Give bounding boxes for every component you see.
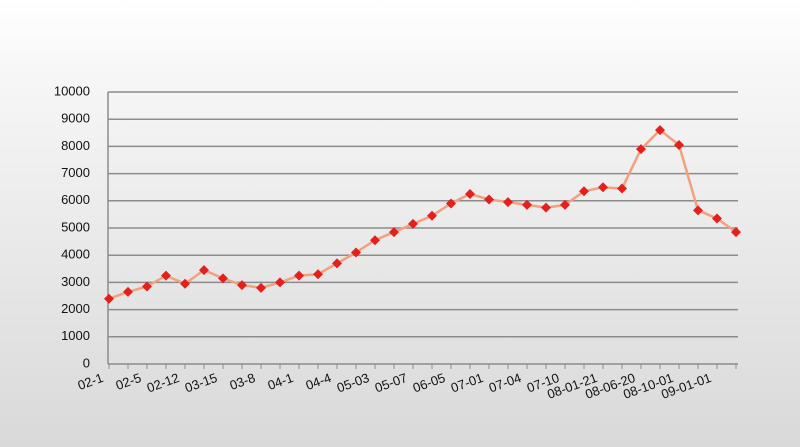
marker [693, 205, 703, 216]
y-tick-label: 10000 [54, 83, 90, 98]
marker [332, 258, 342, 269]
marker [446, 198, 456, 209]
y-tick-label: 4000 [61, 247, 90, 262]
marker [712, 213, 722, 224]
marker [731, 227, 741, 238]
marker [370, 235, 380, 246]
marker [560, 199, 570, 210]
marker [674, 140, 684, 151]
y-tick-label: 1000 [61, 328, 90, 343]
y-tick-label: 0 [83, 355, 90, 370]
marker [256, 282, 266, 293]
marker [142, 281, 152, 292]
y-tick-label: 3000 [61, 274, 90, 289]
marker [427, 210, 437, 221]
marker [503, 197, 513, 208]
marker [484, 194, 494, 205]
line [108, 128, 737, 300]
marker [199, 265, 209, 276]
marker [180, 278, 190, 289]
marker [294, 270, 304, 281]
y-tick-label: 6000 [61, 192, 90, 207]
marker [104, 293, 114, 304]
marker [161, 270, 171, 281]
marker [636, 144, 646, 155]
y-tick-label: 7000 [61, 165, 90, 180]
marker [313, 269, 323, 280]
marker [579, 186, 589, 197]
marker [617, 183, 627, 194]
marker [465, 189, 475, 199]
marker [408, 218, 418, 229]
marker [237, 280, 247, 291]
marker [598, 182, 608, 193]
marker [275, 277, 285, 288]
marker [522, 199, 532, 210]
marker [655, 125, 665, 136]
y-tick-label: 9000 [61, 111, 90, 126]
marker [123, 286, 133, 297]
y-tick-label: 8000 [61, 138, 90, 153]
marker [389, 227, 399, 238]
y-tick-label: 2000 [61, 301, 90, 316]
marker [351, 247, 361, 258]
y-tick-label: 5000 [61, 219, 90, 234]
marker [218, 273, 228, 284]
marker [541, 202, 551, 213]
